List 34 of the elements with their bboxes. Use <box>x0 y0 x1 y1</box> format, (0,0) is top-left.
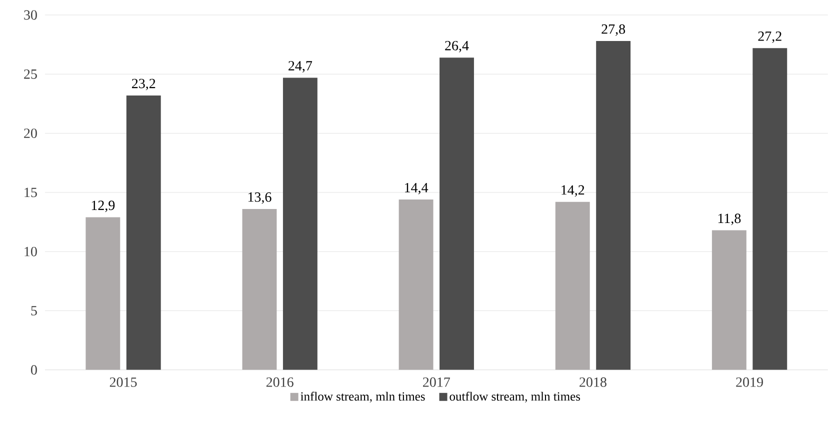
data-label: 23,2 <box>132 78 156 90</box>
legend-label: inflow stream, mln times <box>300 392 425 403</box>
data-label: 11,8 <box>718 214 741 226</box>
bar <box>86 217 120 370</box>
bar <box>440 58 474 370</box>
bar <box>752 48 788 370</box>
data-label: 26,4 <box>445 41 469 52</box>
x-tick-label: 2017 <box>423 377 450 387</box>
x-tick-label: 2015 <box>110 377 137 387</box>
x-tick-label: 2019 <box>736 377 763 387</box>
x-tick-label: 2016 <box>266 377 294 387</box>
data-label: 12,9 <box>92 200 115 212</box>
bar <box>555 202 590 370</box>
bar <box>398 200 434 370</box>
bar <box>282 78 318 370</box>
data-label: 27,8 <box>602 24 626 36</box>
data-label: 24,7 <box>288 61 312 73</box>
bar <box>712 230 746 370</box>
y-tick-label: 15 <box>24 188 37 198</box>
legend-label: outflow stream, mln times <box>450 392 580 403</box>
y-tick-label: 5 <box>31 306 37 316</box>
bar <box>596 41 631 370</box>
y-tick-label: 20 <box>24 128 37 138</box>
y-tick-label: 30 <box>24 10 37 20</box>
data-label: 13,6 <box>248 192 272 204</box>
bar <box>126 95 161 370</box>
y-tick-label: 25 <box>24 69 37 79</box>
data-label: 27,2 <box>758 32 782 43</box>
y-tick-label: 10 <box>24 246 37 256</box>
x-tick-label: 2018 <box>580 377 606 387</box>
y-tick-label: 0 <box>30 365 37 375</box>
bar <box>242 209 277 370</box>
data-label: 14,4 <box>405 182 428 194</box>
data-label: 14,2 <box>562 185 584 197</box>
